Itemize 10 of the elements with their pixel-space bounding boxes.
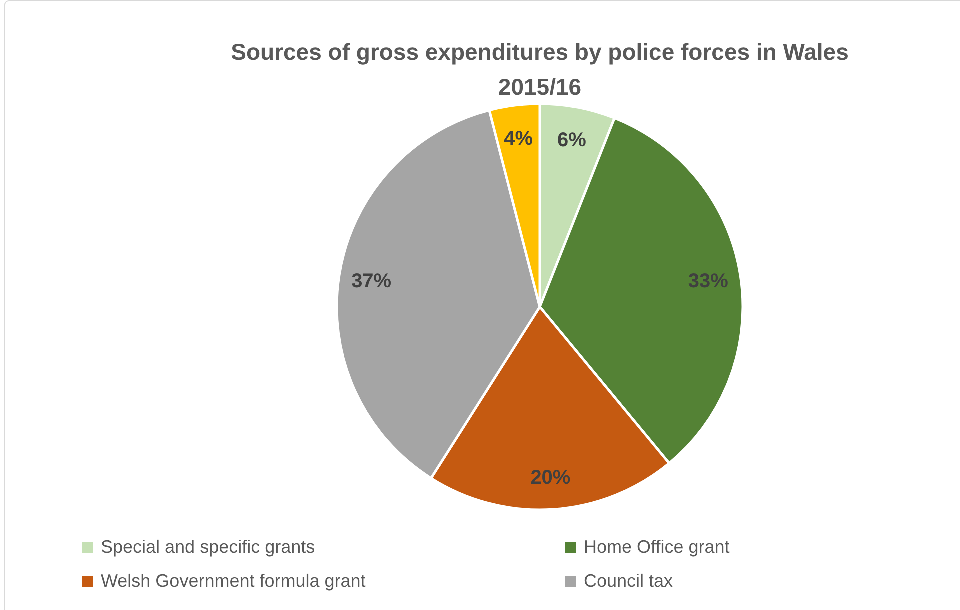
legend-label: Home Office grant (584, 537, 730, 557)
data-label: 33% (688, 270, 729, 292)
data-label: 4% (504, 128, 534, 150)
legend-label: Council tax (584, 571, 674, 591)
data-label: 20% (530, 467, 571, 490)
chart-title: Sources of gross expenditures by police forces in Wales 2015/16 (231, 39, 849, 100)
legend-label: Special and specific grants (101, 537, 316, 557)
data-label: 6% (558, 130, 587, 152)
legend-label: Welsh Government formula grant (101, 571, 366, 591)
data-label: 37% (352, 270, 392, 292)
